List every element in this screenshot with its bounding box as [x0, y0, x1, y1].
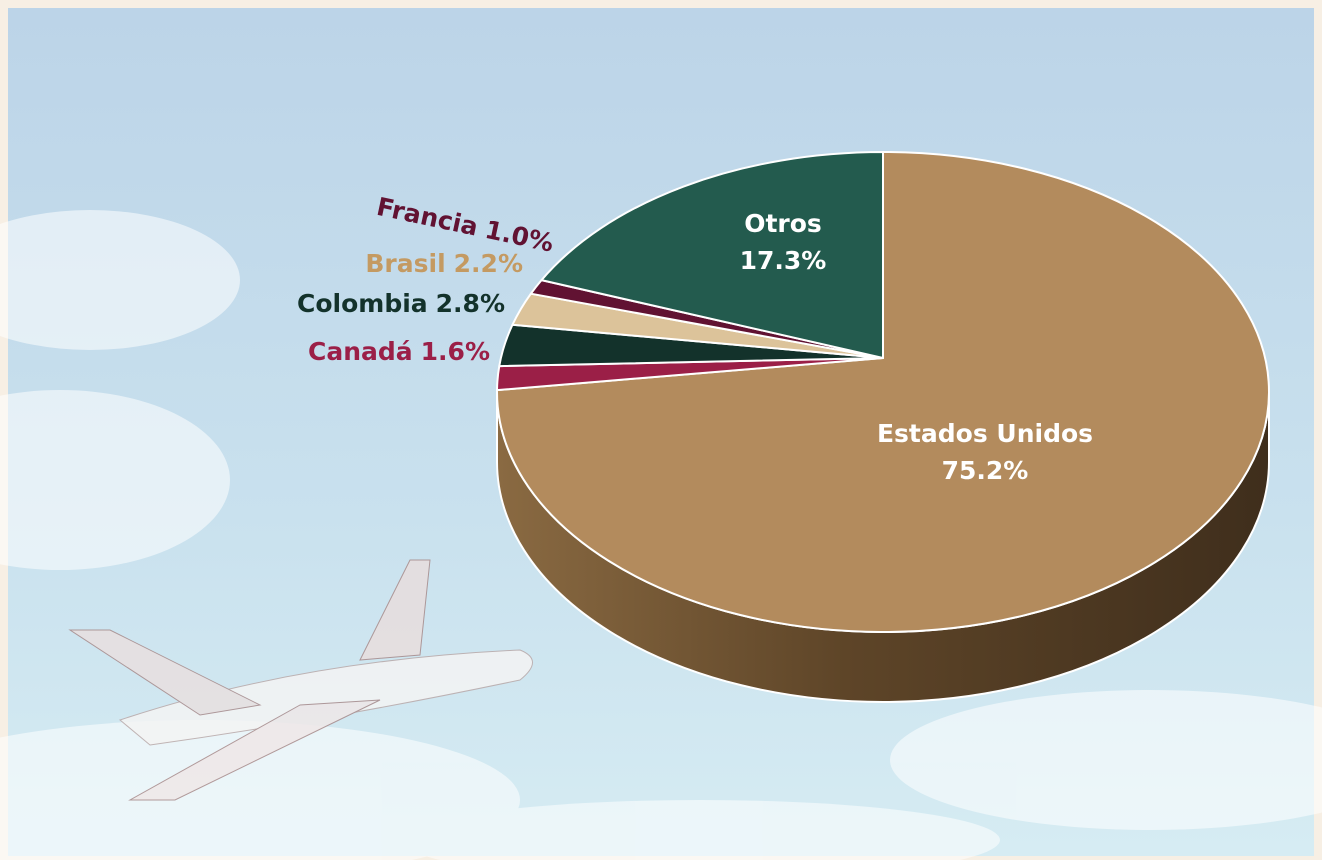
slice [540, 151, 884, 359]
airplane [68, 559, 533, 801]
clouds [0, 210, 1322, 860]
slice-label: Canadá [308, 337, 413, 366]
value-label: 2.8% [436, 289, 505, 318]
value-label: 17.3% [740, 246, 827, 275]
pie: Estados Unidos 75.2% Canadá 1.6% Colombia 2.8… [297, 151, 1270, 703]
slice-label: Brasil [365, 249, 445, 278]
slice-label: Estados Unidos [877, 419, 1093, 448]
slice-label-group: Canadá 1.6% [308, 337, 490, 366]
value-label: 1.6% [421, 337, 490, 366]
slice [496, 151, 1270, 633]
value-label: 75.2% [942, 456, 1029, 485]
slice-label: Otros [744, 209, 822, 238]
slice-label-group: Colombia 2.8% [297, 289, 505, 318]
slice-label: Colombia [297, 289, 428, 318]
slice-label-group: Brasil 2.2% [365, 249, 523, 278]
value-label: 2.2% [454, 249, 523, 278]
